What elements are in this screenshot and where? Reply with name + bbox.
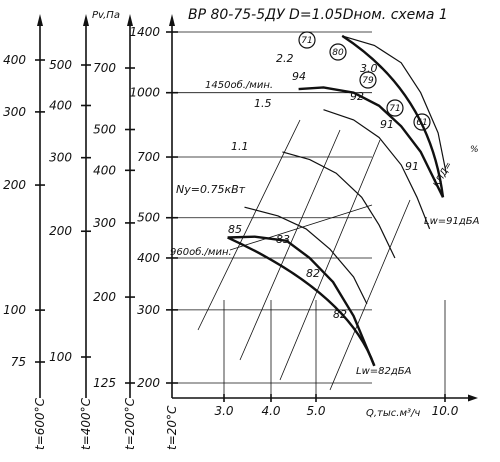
scale-axis-arrow <box>169 14 175 26</box>
grid-oblique-line <box>239 129 341 361</box>
chart-title: ВР 80-75-5ДУ D=1.05Dном. схема 1 <box>188 7 448 23</box>
temp-axis-name: t=400°C <box>79 397 93 450</box>
power-line <box>244 206 368 305</box>
x-axis-tick-label: 4.0 <box>261 404 280 418</box>
efficiency-label: 85 <box>228 223 242 236</box>
temp-axis-tick-label: 400 <box>3 53 26 67</box>
power-line-end-label: 3.0 <box>360 62 378 75</box>
scale-axis-arrow <box>127 14 133 26</box>
noise-label-high: Lw=91дБА <box>424 216 480 227</box>
x-axis-tick-label: 5.0 <box>306 404 325 418</box>
efficiency-label: 91 <box>405 160 419 173</box>
efficiency-circle-label: 80 <box>332 48 344 58</box>
temp-axis-tick-label: 100 <box>3 303 26 317</box>
efficiency-label: 91 <box>380 118 394 131</box>
efficiency-circle <box>413 113 431 131</box>
power-line <box>342 35 447 174</box>
power-line <box>323 109 431 230</box>
efficiency-circle <box>329 43 347 61</box>
efficiency-label: 94 <box>292 70 306 83</box>
efficiency-label: 82 <box>306 267 320 280</box>
efficiency-circle-label: 71 <box>389 104 400 114</box>
temp-axis-tick-label: 200 <box>49 224 72 238</box>
efficiency-unit: % <box>470 145 479 155</box>
efficiency-caption: КПД= <box>432 160 455 189</box>
efficiency-circle-label: 79 <box>362 76 374 86</box>
efficiency-label: 83 <box>276 233 290 246</box>
power-line-label: Ny=0.75кВт <box>176 183 246 196</box>
scale-axis-arrow <box>83 14 89 26</box>
main-axis-tick-label: 200 <box>137 376 160 390</box>
efficiency-circle <box>359 71 377 89</box>
efficiency-envelope-bottom <box>227 236 376 367</box>
grid-oblique-line <box>229 204 373 251</box>
x-axis-title: Q,тыс.м³/ч <box>366 408 420 419</box>
efficiency-circle <box>298 31 316 49</box>
efficiency-label: 92 <box>350 90 364 103</box>
text-layer: 200 300 400 500 700 1000 1400 t=20°C 125 200 300 40… <box>3 7 480 450</box>
grid-oblique-line <box>279 139 381 381</box>
power-line-label: 1.5 <box>254 97 272 110</box>
temp-axis-tick-label: 400 <box>93 163 116 177</box>
speed-label-high: 1450об./мин. <box>205 79 273 91</box>
temp-axis-tick-label: 400 <box>49 98 72 112</box>
x-axis-tick-label: 3.0 <box>214 404 233 418</box>
temp-axis-tick-label: 700 <box>93 61 116 75</box>
temp-axis-tick-label: 200 <box>3 178 26 192</box>
main-axis-tick-label: 1000 <box>129 86 160 100</box>
temp-axis-tick-label: 500 <box>93 123 116 137</box>
efficiency-envelope-right <box>341 34 445 198</box>
efficiency-circle-label: 61 <box>416 118 427 128</box>
temp-axis-tick-label: 75 <box>11 355 26 369</box>
efficiency-circle-label: 71 <box>301 36 312 46</box>
temp-axis-name: t=20°C <box>165 405 179 450</box>
x-axis-tick-label: 10.0 <box>432 404 459 418</box>
temp-axis-tick-label: 200 <box>93 290 116 304</box>
main-axis-tick-label: 400 <box>137 251 160 265</box>
speed-curve <box>298 86 445 198</box>
power-line <box>282 151 396 259</box>
pressure-unit-label: Pv,Па <box>92 10 120 21</box>
speed-curve <box>227 235 376 367</box>
temp-axis-name: t=600°C <box>33 397 47 450</box>
efficiency-circle <box>386 99 404 117</box>
temp-axis-tick-label: 300 <box>3 105 26 119</box>
power-line-label: 2.2 <box>276 52 294 65</box>
temp-axis-tick-label: 500 <box>49 58 72 72</box>
scale-axis-arrow <box>37 14 43 26</box>
x-axis-arrow <box>468 394 478 402</box>
main-axis-tick-label: 1400 <box>129 25 160 39</box>
main-axis-tick-label: 700 <box>137 150 160 164</box>
curves-layer <box>227 31 447 367</box>
temp-axis-tick-label: 300 <box>49 151 72 165</box>
temp-axis-name: t=200°C <box>123 397 137 450</box>
temp-axis-tick-label: 125 <box>93 376 116 390</box>
efficiency-label: 82 <box>333 308 347 321</box>
noise-label-low: Lw=82дБА <box>356 366 412 377</box>
power-line-label: 1.1 <box>231 140 249 153</box>
main-axis-tick-label: 500 <box>137 211 160 225</box>
grid-oblique-line <box>329 199 411 391</box>
main-axis-tick-label: 300 <box>137 303 160 317</box>
temp-axis-tick-label: 100 <box>49 350 72 364</box>
grid-oblique-line <box>197 119 301 331</box>
speed-label-low: 960об./мин. <box>170 246 232 258</box>
temp-axis-tick-label: 300 <box>93 216 116 230</box>
